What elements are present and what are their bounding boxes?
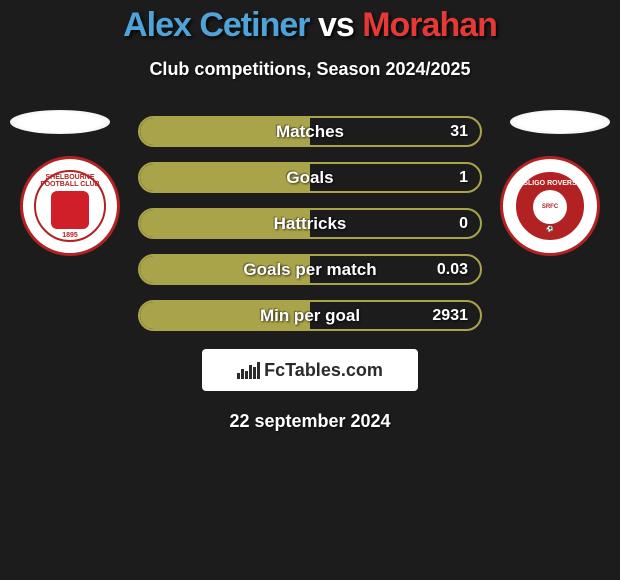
stat-label: Goals	[140, 168, 480, 188]
page-title: Alex Cetiner vs Morahan	[0, 0, 620, 45]
stat-label: Min per goal	[140, 306, 480, 326]
avatar-left	[10, 110, 110, 134]
crest-right: SLIGO ROVERS SRFC ⚽	[500, 156, 600, 256]
stat-value: 0	[459, 215, 468, 233]
footer-date: 22 september 2024	[0, 411, 620, 432]
stat-bar: Matches31	[138, 116, 482, 147]
avatar-right	[510, 110, 610, 134]
stat-value: 0.03	[437, 261, 468, 279]
title-vs: vs	[318, 6, 354, 44]
brand-text: FcTables.com	[264, 360, 383, 381]
stat-bar: Hattricks0	[138, 208, 482, 239]
stat-label: Hattricks	[140, 214, 480, 234]
stat-label: Goals per match	[140, 260, 480, 280]
crest-left-bottom: 1895	[62, 232, 78, 239]
title-player2: Morahan	[362, 6, 497, 44]
stat-bars: Matches31 Goals1 Hattricks0 Goals per match…	[138, 116, 482, 331]
crest-right-bottom: ⚽	[546, 227, 553, 233]
stat-value: 1	[459, 169, 468, 187]
bar-chart-icon	[237, 362, 260, 379]
subtitle: Club competitions, Season 2024/2025	[0, 59, 620, 80]
title-player1: Alex Cetiner	[123, 6, 309, 44]
crest-left-top: SHELBOURNE FOOTBALL CLUB	[36, 174, 104, 188]
stat-bar: Goals per match0.03	[138, 254, 482, 285]
stat-bar: Goals1	[138, 162, 482, 193]
stat-value: 2931	[432, 307, 468, 325]
crest-left: SHELBOURNE FOOTBALL CLUB 1895	[20, 156, 120, 256]
stats-area: Matches31 Goals1 Hattricks0 Goals per match…	[0, 116, 620, 331]
crest-right-center: SRFC	[542, 204, 558, 210]
stat-value: 31	[450, 123, 468, 141]
crest-right-top: SLIGO ROVERS	[523, 180, 576, 187]
stat-label: Matches	[140, 122, 480, 142]
stat-bar: Min per goal2931	[138, 300, 482, 331]
brand-badge: FcTables.com	[202, 349, 418, 391]
